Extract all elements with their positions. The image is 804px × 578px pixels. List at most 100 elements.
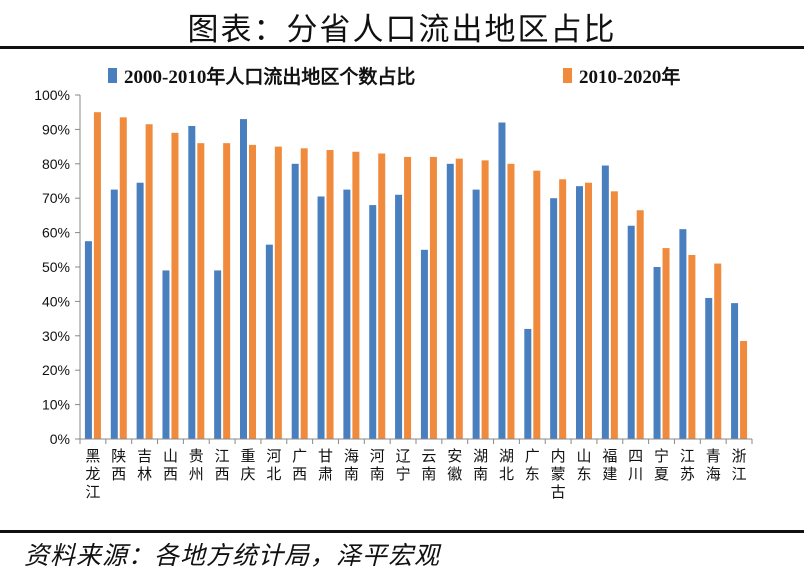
x-category-label: 广西 [292, 447, 307, 483]
bar-series-1-贵州 [188, 125, 196, 440]
x-category-label: 安徽 [447, 447, 462, 483]
bar-series-2-青海 [714, 263, 722, 439]
x-category-label: 陕西 [111, 447, 126, 483]
x-category-label: 甘肃 [318, 447, 333, 483]
x-category-label: 吉林 [137, 447, 152, 483]
bar-series-1-甘肃 [317, 196, 325, 439]
bar-series-1-辽宁 [395, 194, 403, 439]
chart-legend: 2000-2010年人口流出地区个数占比 2010-2020年 [108, 65, 680, 88]
page-title: 图表：分省人口流出地区占比 [187, 12, 617, 48]
legend-label-series-1: 2000-2010年人口流出地区个数占比 [124, 65, 415, 88]
x-category-label: 贵州 [189, 447, 204, 483]
x-category-label: 广东 [525, 447, 540, 483]
bars [84, 112, 748, 440]
bar-series-1-浙江 [731, 303, 739, 439]
bar-series-1-江苏 [679, 229, 687, 439]
x-category-label: 福建 [602, 447, 617, 483]
bar-series-2-江苏 [688, 254, 696, 439]
y-tick-label: 50% [42, 259, 70, 275]
bar-series-2-宁夏 [662, 248, 670, 439]
x-category-label: 山东 [576, 447, 591, 483]
x-category-label: 内蒙古 [551, 447, 566, 501]
bar-series-2-湖南 [481, 160, 489, 440]
bar-series-1-广东 [524, 328, 532, 439]
y-axis: 0% 10% 20% 30% 40% 50% 60% 70% 80% 90% 100% [34, 87, 81, 447]
bar-series-2-海南 [352, 151, 360, 439]
bar-series-2-辽宁 [404, 156, 412, 440]
x-category-label: 湖北 [499, 447, 514, 483]
y-tick-label: 30% [42, 328, 70, 344]
y-tick-label: 90% [42, 121, 70, 137]
y-tick-label: 0% [50, 431, 70, 447]
bar-series-2-黑龙江 [93, 112, 101, 439]
x-category-label: 四川 [628, 447, 643, 483]
bar-series-1-四川 [627, 225, 635, 439]
x-category-label: 重庆 [240, 447, 255, 483]
bar-series-1-山西 [162, 270, 170, 439]
y-tick-label: 20% [42, 362, 70, 378]
y-tick-label: 10% [42, 397, 70, 413]
x-category-label: 江西 [215, 447, 230, 483]
bar-series-1-福建 [601, 165, 609, 439]
y-tick-label: 40% [42, 293, 70, 309]
bar-series-2-四川 [636, 210, 644, 439]
legend-swatch-series-1 [108, 68, 117, 83]
bar-series-2-山东 [585, 182, 592, 439]
x-category-label: 江苏 [680, 447, 695, 483]
bar-series-2-江西 [223, 143, 231, 439]
bar-series-1-广西 [291, 163, 299, 440]
x-category-label: 宁夏 [654, 447, 669, 483]
x-category-label: 湖南 [473, 447, 488, 483]
y-tick-label: 80% [42, 156, 70, 172]
x-axis: 黑龙江陕西吉林山西贵州江西重庆河北广西甘肃海南河南辽宁云南安徽湖南湖北广东内蒙古… [79, 438, 753, 501]
y-tick-label: 60% [42, 225, 70, 241]
bar-series-1-江西 [214, 270, 222, 439]
bar-series-1-山东 [576, 186, 583, 439]
x-category-label: 青海 [706, 447, 721, 483]
x-category-label: 浙江 [732, 447, 747, 483]
bar-series-1-湖南 [472, 189, 480, 439]
bar-series-1-海南 [343, 189, 351, 439]
bar-series-1-吉林 [136, 182, 144, 439]
bar-series-2-山西 [171, 132, 179, 439]
title-divider [0, 46, 804, 49]
legend-swatch-series-2 [563, 68, 572, 83]
bar-series-2-福建 [610, 191, 618, 439]
bar-series-1-陕西 [110, 189, 118, 439]
bar-series-1-宁夏 [653, 267, 661, 439]
x-category-label: 河北 [266, 447, 281, 483]
bar-series-1-河北 [265, 244, 273, 439]
bar-series-1-湖北 [498, 122, 506, 440]
bar-series-2-贵州 [197, 143, 205, 439]
bar-series-2-甘肃 [326, 150, 334, 439]
x-category-label: 黑龙江 [85, 447, 100, 501]
bar-series-2-安徽 [455, 158, 463, 439]
bar-series-2-内蒙古 [559, 179, 567, 439]
bar-series-1-内蒙古 [550, 198, 558, 439]
source-note: 资料来源：各地方统计局，泽平宏观 [24, 541, 441, 570]
bar-series-2-湖北 [507, 163, 515, 440]
bar-series-1-重庆 [240, 119, 247, 439]
x-category-label: 河南 [370, 447, 385, 483]
x-category-label: 海南 [344, 447, 359, 483]
bar-series-2-河南 [378, 153, 386, 439]
bar-series-2-吉林 [145, 124, 153, 440]
legend-label-series-2: 2010-2020年 [579, 65, 680, 88]
bar-series-2-陕西 [119, 117, 127, 440]
bar-series-2-浙江 [740, 340, 748, 439]
bar-series-2-广西 [300, 148, 308, 439]
bar-series-2-重庆 [249, 144, 256, 439]
bar-series-2-河北 [274, 146, 282, 439]
bar-series-1-河南 [369, 205, 377, 439]
bar-chart: 2000-2010年人口流出地区个数占比 2010-2020年 0% 10% 20%… [34, 65, 753, 501]
y-tick-label: 70% [42, 190, 70, 206]
bar-series-2-广东 [533, 170, 541, 439]
bar-series-1-黑龙江 [84, 241, 92, 439]
bar-series-2-云南 [429, 156, 437, 440]
y-tick-label: 100% [34, 87, 70, 103]
bar-series-1-云南 [420, 249, 428, 439]
bar-series-1-青海 [705, 297, 713, 439]
x-category-label: 云南 [421, 447, 436, 483]
bar-series-1-安徽 [446, 163, 454, 440]
footer-divider [0, 530, 804, 533]
